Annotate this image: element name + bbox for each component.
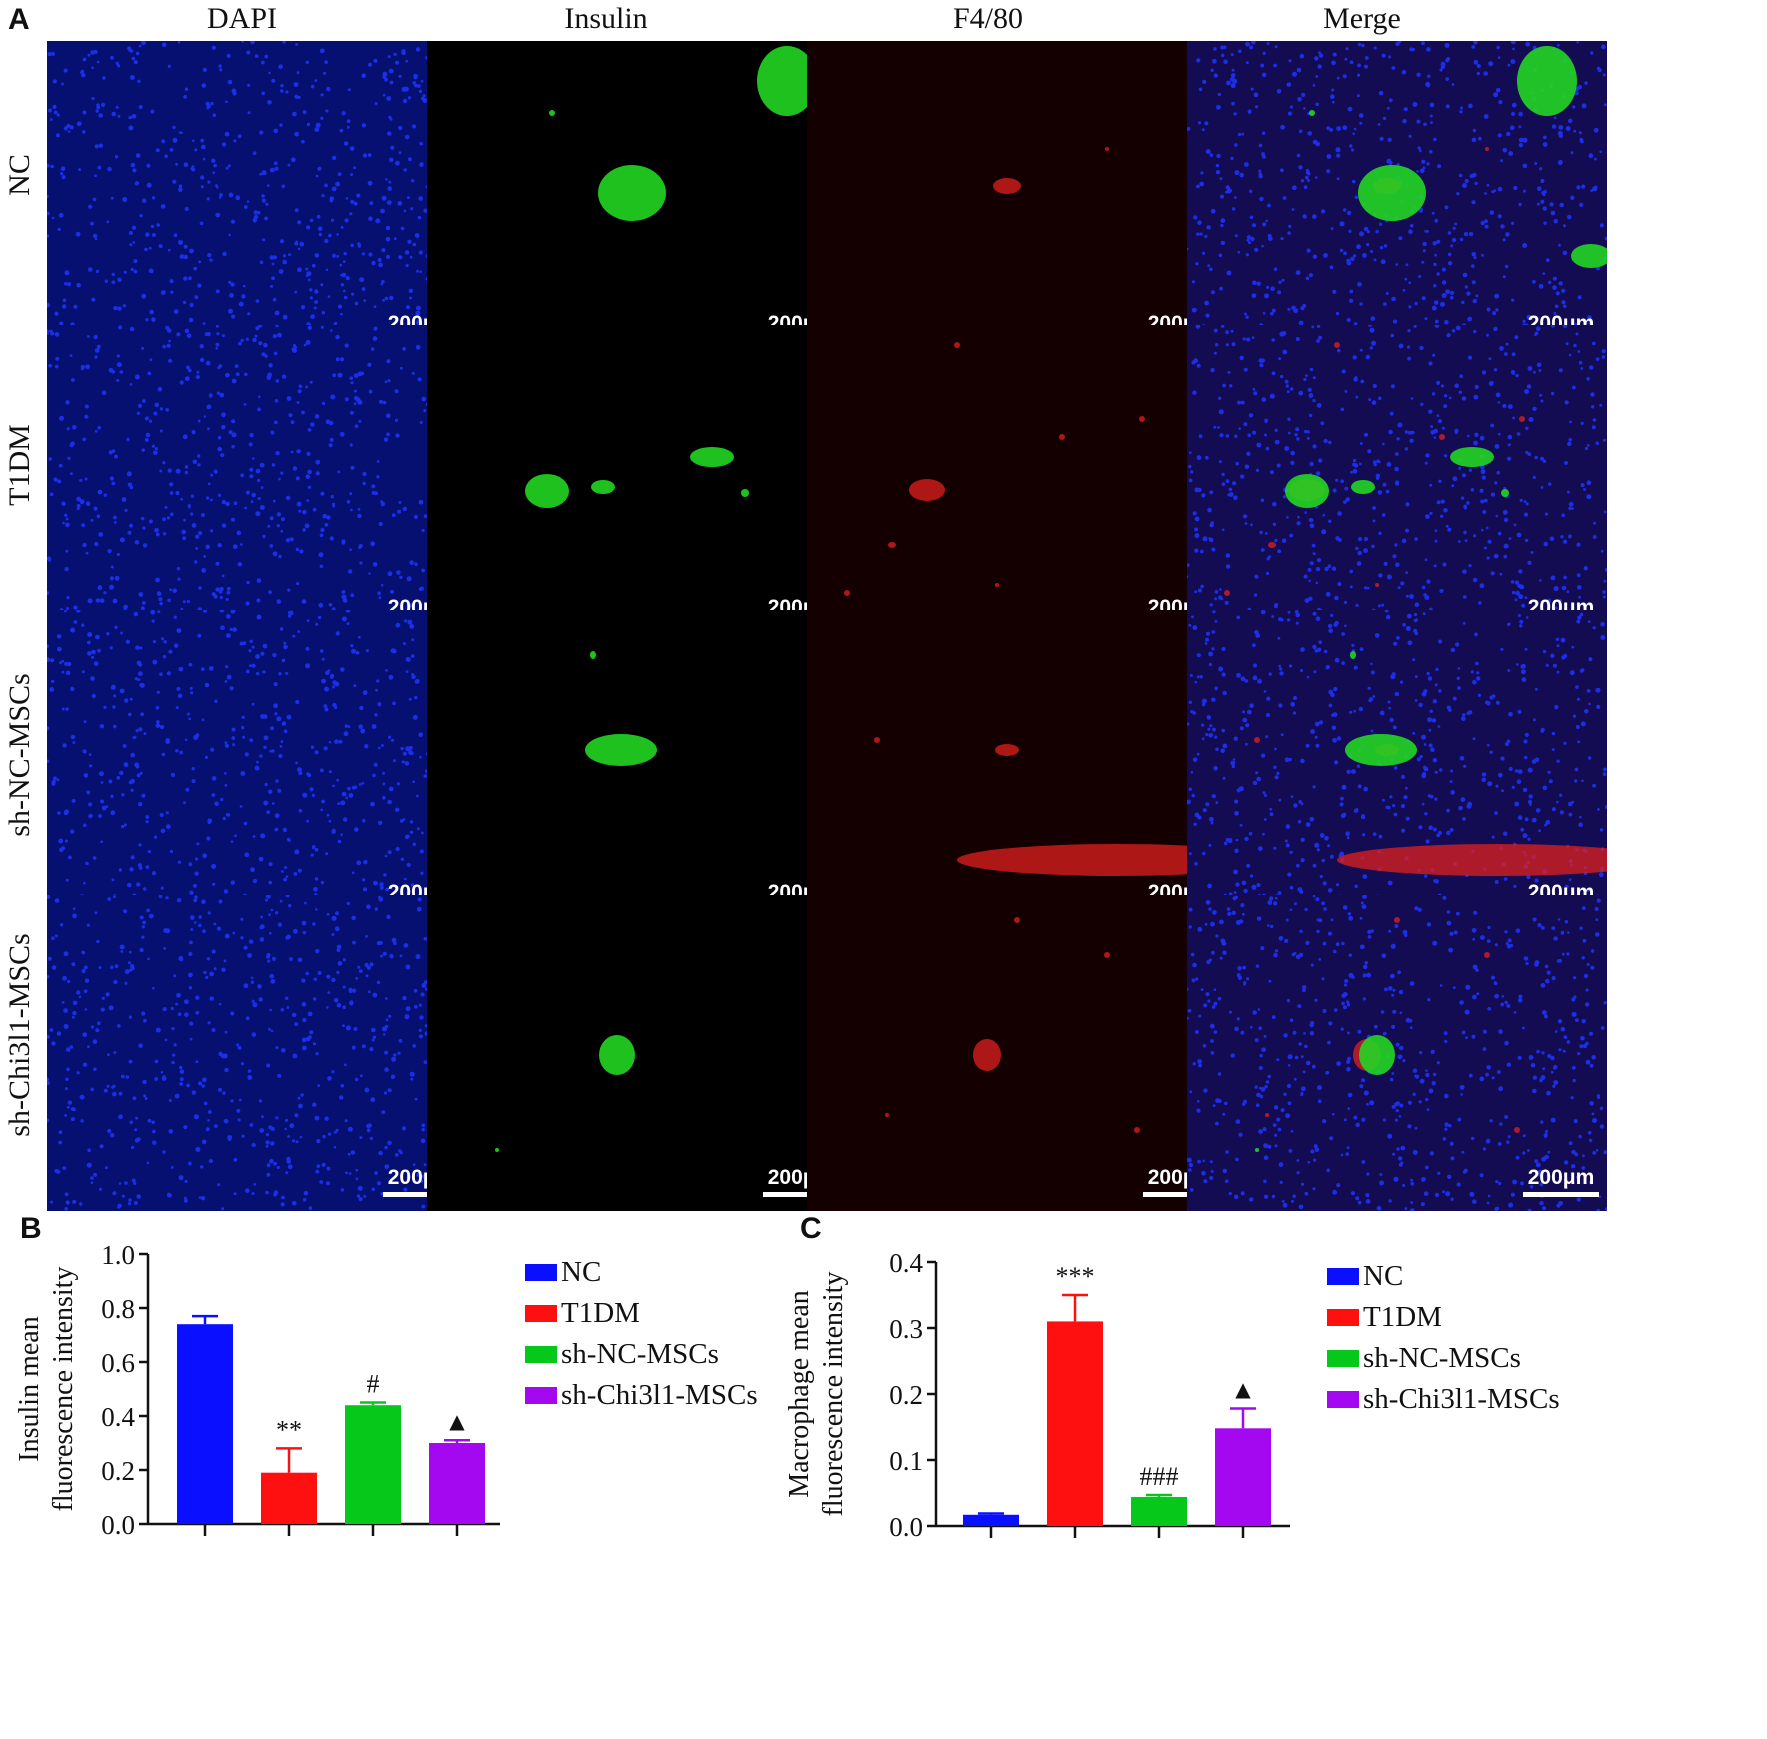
legend-swatch <box>1327 1309 1359 1326</box>
legend-label: T1DM <box>561 1297 640 1329</box>
column-header-dapi: DAPI <box>206 2 277 35</box>
panel-label-b: B <box>20 1212 42 1245</box>
bar <box>177 1324 233 1524</box>
bar <box>963 1514 1019 1526</box>
y-tick-label: 1.0 <box>101 1240 135 1270</box>
micrograph-sh-chi3l1-mscs-dapi: 200μm <box>47 895 467 1211</box>
panel-label-a: A <box>8 3 30 36</box>
micrograph-nc-insulin: 200μm <box>427 41 847 357</box>
y-tick-label: 0.4 <box>889 1248 923 1278</box>
micrograph-sh-chi3l1-mscs-f480: 200μm <box>807 895 1227 1211</box>
row-label-t1dm: T1DM <box>3 424 36 506</box>
micrograph-sh-nc-mscs-insulin: 200μm <box>427 610 847 926</box>
significance-label: *** <box>1056 1262 1095 1291</box>
legend-label: sh-Chi3l1-MSCs <box>561 1379 758 1411</box>
legend-swatch <box>525 1387 557 1404</box>
legend-item-sh-nc-mscs: sh-NC-MSCs <box>1327 1338 1560 1379</box>
row-label-sh-chi3l1-mscs: sh-Chi3l1-MSCs <box>3 933 36 1137</box>
micrograph-nc-dapi: 200μm <box>47 41 467 357</box>
micrograph-t1dm-f480: 200μm <box>807 325 1227 641</box>
column-header-f480: F4/80 <box>952 2 1024 35</box>
legend-label: NC <box>1363 1260 1404 1292</box>
bar <box>1047 1321 1103 1526</box>
y-axis-label: Macrophage mean <box>784 1290 815 1498</box>
legend-item-t1dm: T1DM <box>525 1293 758 1334</box>
bar <box>429 1443 485 1524</box>
legend-swatch <box>525 1346 557 1363</box>
y-tick-label: 0.1 <box>889 1446 923 1476</box>
scale-bar-line <box>763 1192 839 1197</box>
y-tick-label: 0.4 <box>101 1402 135 1432</box>
y-tick-label: 0.2 <box>889 1380 923 1410</box>
micrograph-sh-nc-mscs-dapi: 200μm <box>47 610 467 926</box>
legend-swatch <box>1327 1350 1359 1367</box>
chart-b-legend: NC T1DM sh-NC-MSCs sh-Chi3l1-MSCs <box>525 1252 758 1416</box>
legend-swatch <box>1327 1268 1359 1285</box>
bar <box>345 1405 401 1524</box>
y-axis-label: Insulin mean <box>14 1316 45 1461</box>
legend-item-sh-chi3l1-mscs: sh-Chi3l1-MSCs <box>525 1375 758 1416</box>
micrograph-t1dm-merge: 200μm <box>1187 325 1607 641</box>
legend-swatch <box>525 1305 557 1322</box>
legend-label: sh-NC-MSCs <box>561 1338 719 1370</box>
scale-bar-line <box>383 1192 459 1197</box>
column-header-merge: Merge <box>1323 2 1401 35</box>
bar <box>1215 1428 1271 1526</box>
legend-label: NC <box>561 1256 602 1288</box>
legend-swatch <box>525 1264 557 1281</box>
y-tick-label: 0.2 <box>101 1456 135 1486</box>
micrograph-sh-nc-mscs-merge: 200μm <box>1187 610 1607 926</box>
y-tick-label: 0.0 <box>889 1512 923 1542</box>
micrograph-t1dm-dapi: 200μm <box>47 325 467 641</box>
micrograph-sh-chi3l1-mscs-insulin: 200μm <box>427 895 847 1211</box>
micrograph-sh-chi3l1-mscs-merge: 200μm <box>1187 895 1607 1211</box>
macrophage-intensity-chart: 0.0 0.1 0.2 0.3 0.4 Macrophage mean fluorescen… <box>784 1248 1290 1542</box>
micrograph-nc-f480: 200μm <box>807 41 1227 357</box>
chart-c-legend: NC T1DM sh-NC-MSCs sh-Chi3l1-MSCs <box>1327 1256 1560 1420</box>
micrograph-sh-nc-mscs-f480: 200μm <box>807 610 1227 926</box>
bar <box>261 1472 317 1524</box>
legend-item-nc: NC <box>525 1252 758 1293</box>
y-tick-label: 0.0 <box>101 1510 135 1540</box>
y-tick-label: 0.8 <box>101 1294 135 1324</box>
scale-bar-line <box>1523 1192 1599 1197</box>
column-header-insulin: Insulin <box>564 2 648 35</box>
y-tick-label: 0.3 <box>889 1314 923 1344</box>
legend-item-t1dm: T1DM <box>1327 1297 1560 1338</box>
row-label-nc: NC <box>3 154 36 196</box>
scale-bar-label: 200μm <box>1527 1166 1595 1189</box>
significance-label: # <box>367 1370 380 1399</box>
legend-label: sh-NC-MSCs <box>1363 1342 1521 1374</box>
y-tick-label: 0.6 <box>101 1348 135 1378</box>
row-label-sh-nc-mscs: sh-NC-MSCs <box>3 673 36 837</box>
legend-item-nc: NC <box>1327 1256 1560 1297</box>
legend-swatch <box>1327 1391 1359 1408</box>
micrograph-t1dm-insulin: 200μm <box>427 325 847 641</box>
significance-label: ** <box>276 1415 302 1444</box>
legend-item-sh-chi3l1-mscs: sh-Chi3l1-MSCs <box>1327 1379 1560 1420</box>
scale-bar: 200μm <box>1523 1166 1599 1197</box>
insulin-intensity-chart: 0.0 0.2 0.4 0.6 0.8 1.0 Insulin mean fluorescen… <box>14 1240 500 1540</box>
y-axis-label: fluorescence intensity <box>48 1267 79 1512</box>
significance-label: ### <box>1140 1462 1179 1491</box>
legend-item-sh-nc-mscs: sh-NC-MSCs <box>525 1334 758 1375</box>
bar <box>1131 1496 1187 1526</box>
y-axis-label: fluorescence intensity <box>818 1272 849 1517</box>
scale-bar-line <box>1143 1192 1219 1197</box>
panel-label-c: C <box>800 1212 822 1245</box>
legend-label: T1DM <box>1363 1301 1442 1333</box>
significance-label: ▲ <box>444 1407 470 1436</box>
significance-label: ▲ <box>1230 1376 1256 1405</box>
legend-label: sh-Chi3l1-MSCs <box>1363 1383 1560 1415</box>
micrograph-nc-merge: 200μm <box>1187 41 1607 357</box>
